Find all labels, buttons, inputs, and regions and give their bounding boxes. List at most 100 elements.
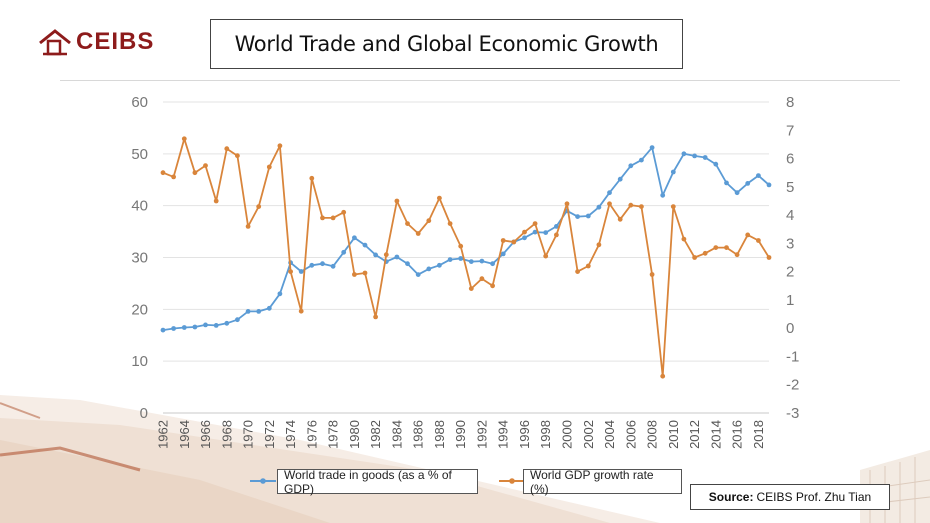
gdp-series-point <box>490 283 495 289</box>
x-tick-label: 1974 <box>283 420 298 449</box>
trade-series-point <box>213 323 219 328</box>
y-right-tick-label: -1 <box>786 348 799 365</box>
trade-series-point <box>415 272 421 277</box>
trade-series-point <box>362 242 368 248</box>
y-left-tick-label: 20 <box>131 301 148 318</box>
x-tick-label: 2000 <box>560 420 575 449</box>
x-tick-label: 1966 <box>198 420 213 449</box>
x-tick-label: 1964 <box>177 420 192 449</box>
trade-series-point <box>554 224 559 229</box>
trade-series-point <box>160 327 166 333</box>
legend-swatch-gdp <box>499 478 525 484</box>
trade-series-group <box>160 145 772 333</box>
trade-series-point <box>681 151 687 157</box>
gdp-series-point <box>585 263 591 269</box>
trade-series-point <box>309 262 315 268</box>
gdp-series-point <box>171 174 177 180</box>
y-left-tick-label: 0 <box>140 405 148 422</box>
gdp-series-point <box>713 245 719 251</box>
gdp-series-point <box>564 201 570 207</box>
trade-series-point <box>745 181 751 186</box>
x-tick-label: 1988 <box>432 420 447 449</box>
trade-series-point <box>447 257 453 262</box>
trade-series-point <box>724 180 729 186</box>
x-tick-label: 1978 <box>326 420 341 449</box>
y-right-tick-label: -2 <box>786 377 799 394</box>
gdp-series-point <box>330 215 336 221</box>
gdp-series-point <box>203 163 208 169</box>
trade-series-point <box>713 161 719 167</box>
trade-series-point <box>373 252 378 258</box>
gdp-series-point <box>160 170 166 176</box>
trade-series-point <box>437 262 442 268</box>
gdp-series-point <box>352 272 357 277</box>
gdp-series-point <box>479 276 485 282</box>
gdp-series-point <box>266 164 272 170</box>
y-right-tick-label: -3 <box>786 405 799 422</box>
trade-series-point <box>734 190 740 196</box>
gdp-series-point <box>575 269 580 274</box>
gdp-series-point <box>543 253 549 259</box>
gdp-series-point <box>766 255 772 260</box>
trade-series-point <box>575 214 580 220</box>
x-tick-label: 1982 <box>368 420 383 449</box>
x-tick-label: 2004 <box>602 420 617 449</box>
legend-item-gdp: World GDP growth rate (%) <box>523 468 682 496</box>
trade-series-point <box>394 254 400 260</box>
gdp-series-point <box>277 143 283 149</box>
trade-series-point <box>171 326 177 331</box>
trade-series-point <box>352 235 357 241</box>
y-left-tick-label: 30 <box>131 250 148 267</box>
trade-series-point <box>245 309 251 314</box>
gdp-series-point <box>245 224 251 229</box>
trade-series-point <box>543 230 549 236</box>
x-tick-label: 1972 <box>262 420 277 449</box>
x-tick-label: 1990 <box>453 420 468 449</box>
y-right-tick-label: 0 <box>786 320 794 337</box>
gdp-series-point <box>724 245 729 251</box>
gdp-series-point <box>415 231 421 236</box>
gdp-series-point <box>213 198 219 204</box>
x-tick-label: 1994 <box>496 420 511 449</box>
gdp-series-point <box>596 242 602 248</box>
x-tick-label: 1980 <box>347 420 362 449</box>
trade-series-point <box>596 204 602 210</box>
trade-series-point <box>702 155 708 160</box>
trade-series-point <box>649 145 655 151</box>
gdp-series-point <box>681 236 687 242</box>
x-tick-label: 2014 <box>708 420 723 449</box>
trade-series-point <box>320 261 325 267</box>
x-tick-label: 2018 <box>751 420 766 449</box>
trade-series-point <box>522 235 527 241</box>
trade-series-point <box>330 263 336 269</box>
x-tick-label: 2006 <box>623 420 638 449</box>
trade-series-point <box>628 163 634 169</box>
trade-series-point <box>670 169 676 175</box>
gdp-series-point <box>405 221 410 227</box>
x-tick-label: 1992 <box>474 420 489 449</box>
gdp-series-point <box>256 204 262 210</box>
trade-series-point <box>500 251 506 257</box>
trade-series-point <box>607 190 612 196</box>
x-tick-label: 1998 <box>538 420 553 449</box>
trade-series-line <box>162 146 770 331</box>
y-right-tick-label: 7 <box>786 122 794 139</box>
logo-text: CEIBS <box>76 28 155 55</box>
legend-item-trade: World trade in goods (as a % of GDP) <box>277 468 478 496</box>
x-tick-label: 1962 <box>156 420 171 449</box>
x-tick-label: 1976 <box>304 420 319 449</box>
trade-series-point <box>181 325 187 330</box>
ceibs-emblem-icon <box>39 29 71 56</box>
trade-series-point <box>235 317 240 323</box>
gdp-series-point <box>309 175 315 181</box>
gdp-series-point <box>660 373 666 379</box>
gdp-series-point <box>511 239 517 245</box>
x-tick-label: 1970 <box>241 420 256 449</box>
trade-series-point <box>341 249 347 255</box>
y-right-tick-label: 5 <box>786 179 794 196</box>
gdp-series-point <box>670 204 676 210</box>
source-text: CEIBS Prof. Zhu Tian <box>756 490 872 504</box>
gdp-series-group <box>160 136 772 379</box>
trade-series-point <box>277 291 283 297</box>
